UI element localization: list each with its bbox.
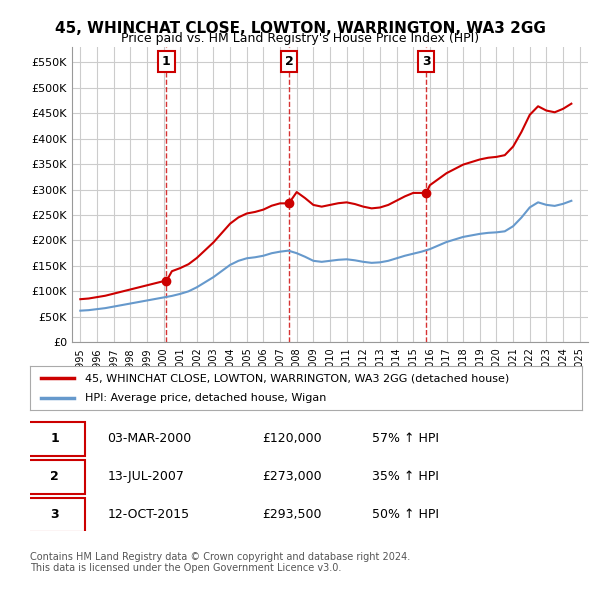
Text: This data is licensed under the Open Government Licence v3.0.: This data is licensed under the Open Gov…	[30, 563, 341, 573]
Text: 13-JUL-2007: 13-JUL-2007	[107, 470, 184, 483]
Text: 35% ↑ HPI: 35% ↑ HPI	[372, 470, 439, 483]
Text: £293,500: £293,500	[262, 509, 322, 522]
Text: 50% ↑ HPI: 50% ↑ HPI	[372, 509, 439, 522]
Text: 57% ↑ HPI: 57% ↑ HPI	[372, 432, 439, 445]
Text: 3: 3	[422, 55, 431, 68]
Text: 1: 1	[50, 432, 59, 445]
Text: 2: 2	[284, 55, 293, 68]
Text: 03-MAR-2000: 03-MAR-2000	[107, 432, 191, 445]
Text: HPI: Average price, detached house, Wigan: HPI: Average price, detached house, Wiga…	[85, 393, 326, 402]
Text: 45, WHINCHAT CLOSE, LOWTON, WARRINGTON, WA3 2GG (detached house): 45, WHINCHAT CLOSE, LOWTON, WARRINGTON, …	[85, 373, 509, 383]
Text: 1: 1	[162, 55, 171, 68]
Text: 3: 3	[50, 509, 59, 522]
Text: £120,000: £120,000	[262, 432, 322, 445]
FancyBboxPatch shape	[25, 460, 85, 494]
FancyBboxPatch shape	[25, 497, 85, 532]
FancyBboxPatch shape	[25, 422, 85, 456]
Text: Price paid vs. HM Land Registry's House Price Index (HPI): Price paid vs. HM Land Registry's House …	[121, 32, 479, 45]
Text: 45, WHINCHAT CLOSE, LOWTON, WARRINGTON, WA3 2GG: 45, WHINCHAT CLOSE, LOWTON, WARRINGTON, …	[55, 21, 545, 35]
Text: Contains HM Land Registry data © Crown copyright and database right 2024.: Contains HM Land Registry data © Crown c…	[30, 552, 410, 562]
Text: 12-OCT-2015: 12-OCT-2015	[107, 509, 190, 522]
Text: £273,000: £273,000	[262, 470, 322, 483]
Text: 2: 2	[50, 470, 59, 483]
